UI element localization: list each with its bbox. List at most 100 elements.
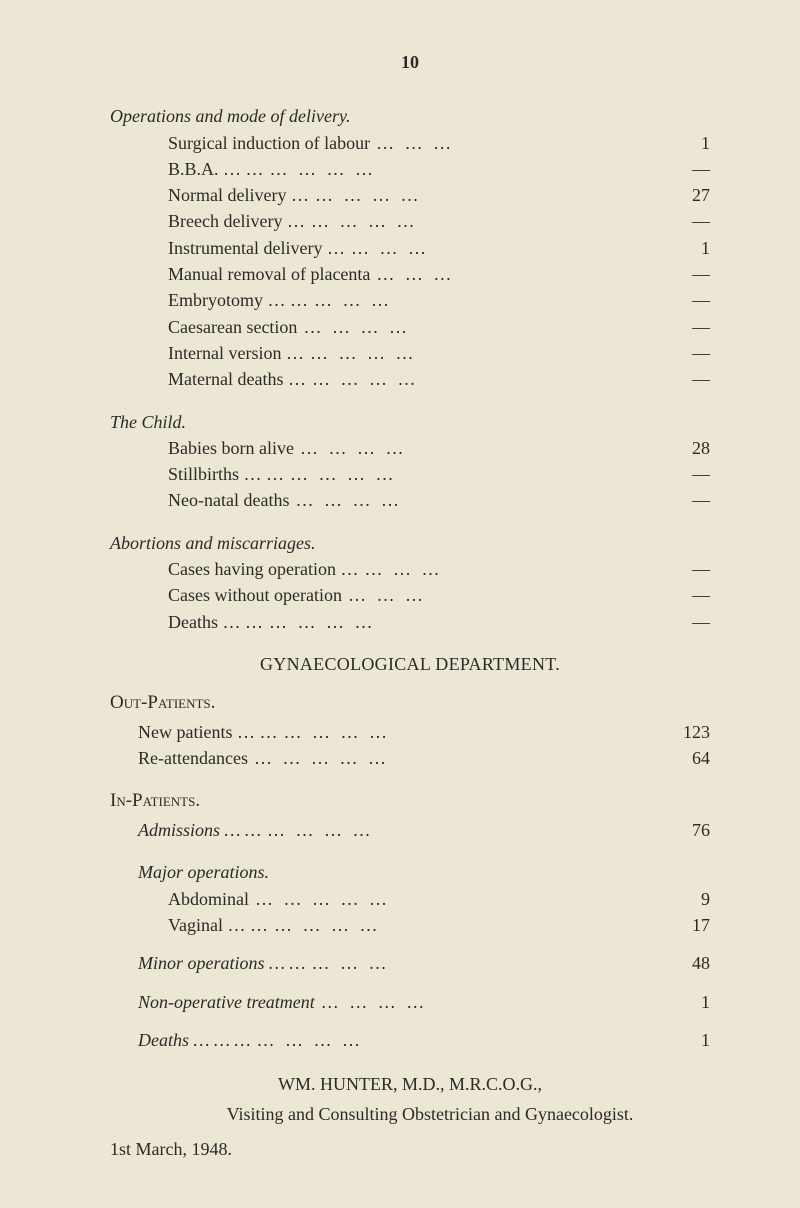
row-value: 1	[670, 131, 710, 155]
row-dots: … … … … …	[248, 746, 670, 770]
admissions-rows: Admissions … …… … … …76	[110, 818, 710, 842]
row-label: Admissions … …	[138, 818, 261, 842]
row-dots: … … … …	[309, 183, 670, 207]
row-label: Instrumental delivery …	[168, 236, 345, 260]
table-row: Internal version …… … … …—	[168, 341, 710, 365]
row-value: 17	[670, 913, 710, 937]
table-row: B.B.A. … …… … … …—	[168, 157, 710, 181]
footer-name: WM. HUNTER, M.D., M.R.C.O.G.,	[110, 1072, 710, 1096]
minor-section: Minor operations … …… … …48	[110, 951, 710, 975]
inpatients-heading: In-Patients.	[110, 788, 710, 814]
row-label: Cases without operation	[168, 583, 342, 607]
row-dots: … … … …	[297, 315, 670, 339]
dept-heading: GYNAECOLOGICAL DEPARTMENT.	[110, 652, 710, 676]
table-row: Normal delivery …… … … …27	[168, 183, 710, 207]
table-row: Re-attendances… … … … …64	[138, 746, 710, 770]
table-row: Vaginal … …… … … …17	[168, 913, 710, 937]
table-row: Abdominal… … … … …9	[168, 887, 710, 911]
child-rows: Babies born alive… … … …28Stillbirths … …	[110, 436, 710, 513]
row-value: 123	[670, 720, 710, 744]
row-label: Normal delivery …	[168, 183, 309, 207]
row-value: 76	[670, 818, 710, 842]
row-dots: … … …	[370, 262, 670, 286]
row-dots: … … …	[358, 557, 670, 581]
row-value: 27	[670, 183, 710, 207]
row-label: Internal version …	[168, 341, 304, 365]
operations-rows: Surgical induction of labour… … …1B.B.A.…	[110, 131, 710, 392]
row-value: —	[670, 157, 710, 181]
row-dots: … … … … …	[249, 887, 670, 911]
table-row: Babies born alive… … … …28	[168, 436, 710, 460]
minor-rows: Minor operations … …… … …48	[110, 951, 710, 975]
row-label: Stillbirths … …	[168, 462, 284, 486]
row-value: 64	[670, 746, 710, 770]
nonop-rows: Non-operative treatment… … … …1	[110, 990, 710, 1014]
row-label: New patients … …	[138, 720, 277, 744]
abortions-heading: Abortions and miscarriages.	[110, 531, 710, 555]
row-value: —	[670, 262, 710, 286]
table-row: Minor operations … …… … …48	[138, 951, 710, 975]
child-section: The Child. Babies born alive… … … …28Sti…	[110, 410, 710, 513]
table-row: Admissions … …… … … …76	[138, 818, 710, 842]
row-dots: … … … …	[264, 157, 670, 181]
table-row: Deaths … …… … … …—	[168, 610, 710, 634]
operations-section: Operations and mode of delivery. Surgica…	[110, 104, 710, 391]
row-value: —	[670, 583, 710, 607]
row-dots: … … … …	[315, 990, 670, 1014]
row-dots: … … … …	[305, 209, 670, 233]
child-heading: The Child.	[110, 410, 710, 434]
footer-role: Visiting and Consulting Obstetrician and…	[110, 1102, 710, 1126]
table-row: Cases without operation… … …—	[168, 583, 710, 607]
row-value: 1	[670, 1028, 710, 1052]
abortions-section: Abortions and miscarriages. Cases having…	[110, 531, 710, 634]
row-value: —	[670, 315, 710, 339]
page-number: 10	[110, 50, 710, 74]
major-section: Major operations. Abdominal… … … … …9Vag…	[110, 860, 710, 937]
row-dots: … … … …	[306, 367, 670, 391]
operations-heading: Operations and mode of delivery.	[110, 104, 710, 128]
row-label: Breech delivery …	[168, 209, 305, 233]
row-label: Vaginal … …	[168, 913, 268, 937]
row-dots: … … … …	[277, 720, 670, 744]
deaths-section: Deaths … … …… … … …1	[110, 1028, 710, 1052]
row-dots: … … … …	[268, 913, 670, 937]
row-label: Non-operative treatment	[138, 990, 315, 1014]
row-value: —	[670, 367, 710, 391]
table-row: Embryotomy … …… … …—	[168, 288, 710, 312]
table-row: New patients … …… … … …123	[138, 720, 710, 744]
table-row: Surgical induction of labour… … …1	[168, 131, 710, 155]
table-row: Stillbirths … …… … … …—	[168, 462, 710, 486]
row-value: 1	[670, 236, 710, 260]
row-value: —	[670, 341, 710, 365]
table-row: Non-operative treatment… … … …1	[138, 990, 710, 1014]
row-value: 9	[670, 887, 710, 911]
row-dots: … … … …	[251, 1028, 670, 1052]
major-heading: Major operations.	[110, 860, 710, 884]
row-label: B.B.A. … …	[168, 157, 264, 181]
row-dots: … … … …	[304, 341, 670, 365]
table-row: Caesarean section… … … …—	[168, 315, 710, 339]
row-value: —	[670, 557, 710, 581]
row-label: Deaths … … …	[138, 1028, 251, 1052]
footer-date: 1st March, 1948.	[110, 1137, 710, 1161]
row-dots: … … …	[370, 131, 670, 155]
row-label: Manual removal of placenta	[168, 262, 370, 286]
row-value: —	[670, 209, 710, 233]
row-label: Caesarean section	[168, 315, 297, 339]
table-row: Cases having operation …… … …—	[168, 557, 710, 581]
footer: WM. HUNTER, M.D., M.R.C.O.G., Visiting a…	[110, 1072, 710, 1161]
row-value: —	[670, 462, 710, 486]
table-row: Breech delivery …… … … …—	[168, 209, 710, 233]
major-rows: Abdominal… … … … …9Vaginal … …… … … …17	[110, 887, 710, 938]
row-dots: … … …	[308, 288, 670, 312]
table-row: Manual removal of placenta… … …—	[168, 262, 710, 286]
outpatients-section: Out-Patients. New patients … …… … … …123…	[110, 690, 710, 770]
row-label: Surgical induction of labour	[168, 131, 370, 155]
nonop-section: Non-operative treatment… … … …1	[110, 990, 710, 1014]
outpatients-rows: New patients … …… … … …123Re-attendances…	[110, 720, 710, 771]
row-value: —	[670, 288, 710, 312]
outpatients-heading: Out-Patients.	[110, 690, 710, 716]
row-label: Neo-natal deaths	[168, 488, 289, 512]
row-value: 1	[670, 990, 710, 1014]
row-label: Re-attendances	[138, 746, 248, 770]
